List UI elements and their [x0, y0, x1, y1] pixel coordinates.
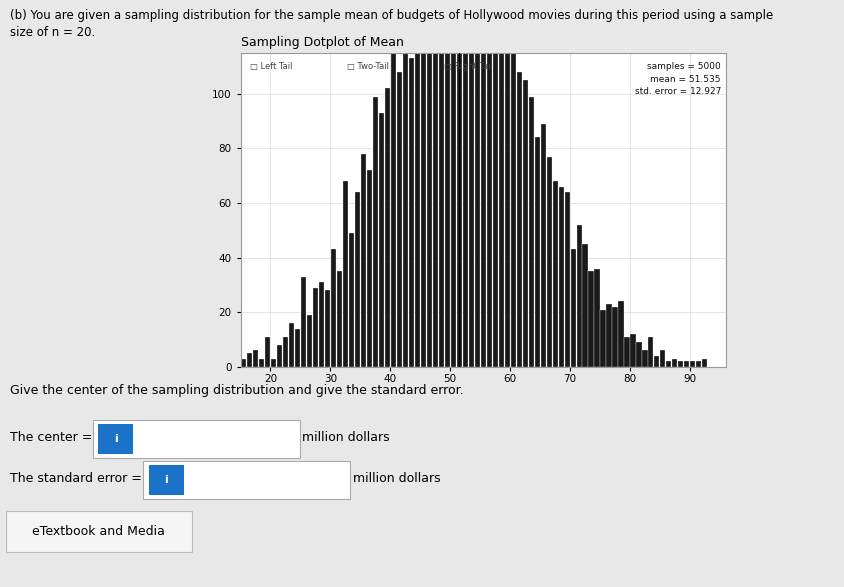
Bar	[588, 271, 593, 367]
Bar	[433, 0, 438, 367]
Bar	[331, 249, 336, 367]
Bar	[457, 0, 462, 367]
Text: (b) You are given a sampling distribution for the sample mean of budgets of Holl: (b) You are given a sampling distributio…	[10, 9, 773, 22]
Text: □ Two-Tail: □ Two-Tail	[348, 62, 389, 71]
Bar	[540, 124, 546, 367]
Bar	[301, 276, 306, 367]
Text: Sampling Dotplot of Mean: Sampling Dotplot of Mean	[241, 36, 403, 49]
Bar	[679, 362, 684, 367]
Bar	[373, 96, 378, 367]
Bar	[379, 113, 384, 367]
Bar	[493, 0, 498, 367]
Text: samples = 5000
mean = 51.535
std. error = 12.927: samples = 5000 mean = 51.535 std. error …	[635, 62, 721, 96]
Bar	[283, 337, 288, 367]
Bar	[277, 345, 282, 367]
Bar	[528, 96, 533, 367]
Bar	[445, 0, 450, 367]
Bar	[337, 271, 342, 367]
Bar	[427, 0, 432, 367]
Bar	[511, 48, 516, 367]
Bar	[619, 301, 624, 367]
Bar	[607, 304, 612, 367]
Bar	[660, 350, 665, 367]
Bar	[582, 244, 587, 367]
Bar	[565, 192, 570, 367]
Text: million dollars: million dollars	[353, 472, 441, 485]
Text: □ Left Tail: □ Left Tail	[250, 62, 293, 71]
Bar	[325, 291, 330, 367]
Bar	[354, 192, 360, 367]
Bar	[642, 350, 647, 367]
Bar	[499, 0, 504, 367]
Bar	[391, 53, 396, 367]
Bar	[625, 337, 630, 367]
Bar	[343, 181, 348, 367]
Bar	[654, 356, 659, 367]
Bar	[522, 80, 528, 367]
Bar	[505, 4, 510, 367]
Bar	[696, 362, 701, 367]
Text: The standard error =: The standard error =	[10, 472, 142, 485]
Bar	[553, 181, 558, 367]
Text: eTextbook and Media: eTextbook and Media	[32, 525, 165, 538]
Bar	[271, 359, 276, 367]
Bar	[487, 0, 492, 367]
Bar	[463, 0, 468, 367]
Bar	[547, 157, 552, 367]
Bar	[408, 58, 414, 367]
Bar	[613, 307, 618, 367]
Bar	[600, 309, 605, 367]
Bar	[414, 28, 419, 367]
Bar	[361, 154, 366, 367]
Bar	[673, 359, 678, 367]
Bar	[253, 350, 258, 367]
Bar	[295, 329, 300, 367]
Bar	[468, 0, 473, 367]
Bar	[319, 282, 324, 367]
Bar	[259, 359, 264, 367]
Bar	[576, 225, 582, 367]
Bar	[367, 170, 372, 367]
Bar	[265, 337, 270, 367]
Text: Give the center of the sampling distribution and give the standard error.: Give the center of the sampling distribu…	[10, 384, 463, 397]
Bar	[517, 72, 522, 367]
Bar	[594, 269, 599, 367]
Bar	[420, 1, 426, 367]
Bar	[307, 315, 312, 367]
Bar	[559, 187, 564, 367]
Bar	[313, 288, 318, 367]
Bar	[571, 249, 576, 367]
Text: i: i	[165, 475, 168, 485]
Bar	[690, 362, 695, 367]
Bar	[451, 0, 456, 367]
Bar	[630, 334, 636, 367]
Text: The center =: The center =	[10, 431, 93, 444]
Text: □ Right Tail: □ Right Tail	[444, 62, 493, 71]
Text: size of n = 20.: size of n = 20.	[10, 26, 95, 39]
Text: i: i	[114, 434, 117, 444]
Bar	[385, 88, 390, 367]
Bar	[636, 342, 641, 367]
Bar	[480, 0, 486, 367]
Bar	[534, 137, 539, 367]
Bar	[241, 359, 246, 367]
Bar	[648, 337, 653, 367]
Bar	[397, 72, 402, 367]
Bar	[403, 31, 408, 367]
Text: million dollars: million dollars	[302, 431, 390, 444]
Bar	[289, 323, 294, 367]
Bar	[684, 362, 690, 367]
Bar	[439, 0, 444, 367]
Bar	[702, 359, 707, 367]
Bar	[247, 353, 252, 367]
Bar	[474, 0, 479, 367]
Bar	[349, 233, 354, 367]
Bar	[667, 362, 672, 367]
